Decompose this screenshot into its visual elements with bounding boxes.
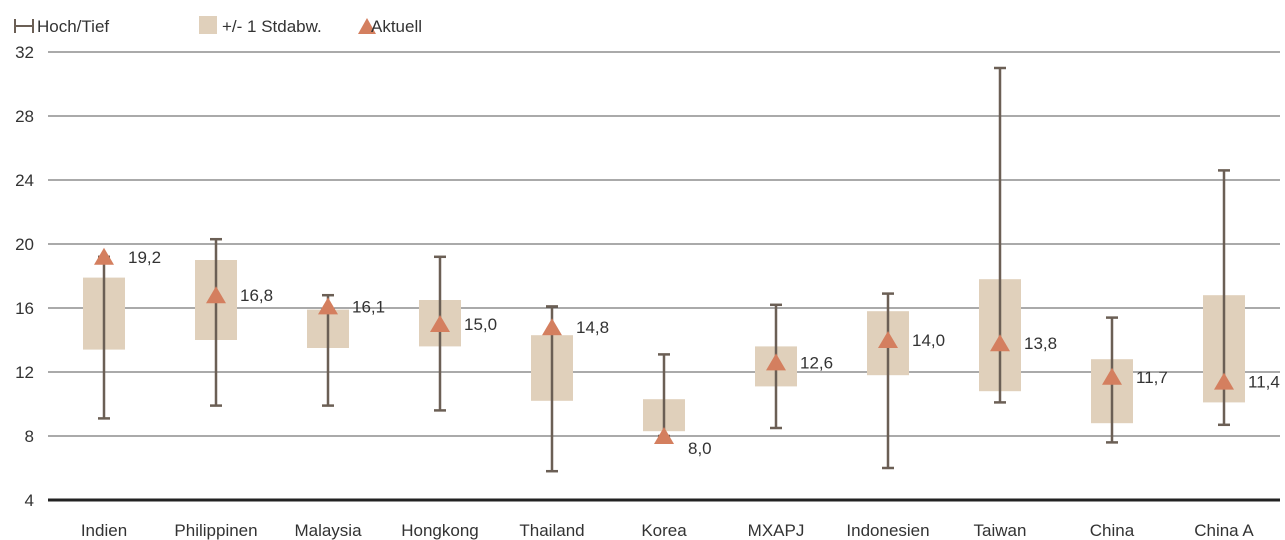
- legend-current-label: Aktuell: [371, 17, 422, 36]
- current-marker: [878, 331, 898, 348]
- current-marker: [654, 427, 674, 444]
- value-label: 19,2: [128, 248, 161, 267]
- value-label: 16,8: [240, 286, 273, 305]
- category-label: MXAPJ: [748, 521, 805, 540]
- legend-item-range: Hoch/Tief: [14, 17, 109, 36]
- category-label: Taiwan: [974, 521, 1027, 540]
- value-label: 8,0: [688, 439, 712, 458]
- value-label: 16,1: [352, 297, 385, 316]
- marks: [83, 66, 1245, 473]
- legend-std-swatch: [199, 16, 217, 34]
- value-label: 14,0: [912, 331, 945, 350]
- y-tick-label: 24: [15, 171, 34, 190]
- category-label: Hongkong: [401, 521, 479, 540]
- y-tick-label: 12: [15, 363, 34, 382]
- y-tick-label: 20: [15, 235, 34, 254]
- legend-item-current: Aktuell: [358, 17, 422, 36]
- current-marker: [206, 286, 226, 304]
- y-tick-label: 8: [25, 427, 34, 446]
- value-label: 14,8: [576, 318, 609, 337]
- legend-current-swatch: [358, 18, 376, 34]
- category-label: Thailand: [519, 521, 584, 540]
- category-label: China: [1090, 521, 1135, 540]
- category-label: Philippinen: [174, 521, 257, 540]
- y-tick-label: 32: [15, 43, 34, 62]
- current-marker: [318, 297, 338, 315]
- current-marker: [94, 247, 114, 265]
- current-marker: [766, 353, 786, 371]
- labels: 4 8 12 16 20 24 28 32 19,2 Indien 16,8 Philippinen 1…: [15, 43, 1280, 540]
- current-marker: [542, 318, 562, 336]
- current-marker: [1214, 372, 1234, 390]
- legend-range-label: Hoch/Tief: [37, 17, 109, 36]
- value-label: 11,7: [1136, 368, 1168, 387]
- y-tick-label: 4: [25, 491, 34, 510]
- legend-std-label: +/- 1 Stdabw.: [222, 17, 322, 36]
- y-tick-label: 28: [15, 107, 34, 126]
- legend: Hoch/Tief +/- 1 Stdabw. Aktuell: [14, 16, 422, 36]
- value-label: 13,8: [1024, 334, 1057, 353]
- current-marker: [1102, 367, 1122, 385]
- category-label: Malaysia: [294, 521, 362, 540]
- current-marker: [990, 334, 1010, 352]
- value-label: 12,6: [800, 353, 833, 372]
- y-tick-label: 16: [15, 299, 34, 318]
- value-label: 11,4: [1248, 373, 1280, 392]
- legend-item-std: +/- 1 Stdabw.: [199, 16, 322, 36]
- category-label: China A: [1194, 521, 1254, 540]
- category-label: Korea: [641, 521, 687, 540]
- category-label: Indonesien: [846, 521, 929, 540]
- current-marker: [430, 315, 450, 332]
- value-label: 15,0: [464, 315, 497, 334]
- category-label: Indien: [81, 521, 127, 540]
